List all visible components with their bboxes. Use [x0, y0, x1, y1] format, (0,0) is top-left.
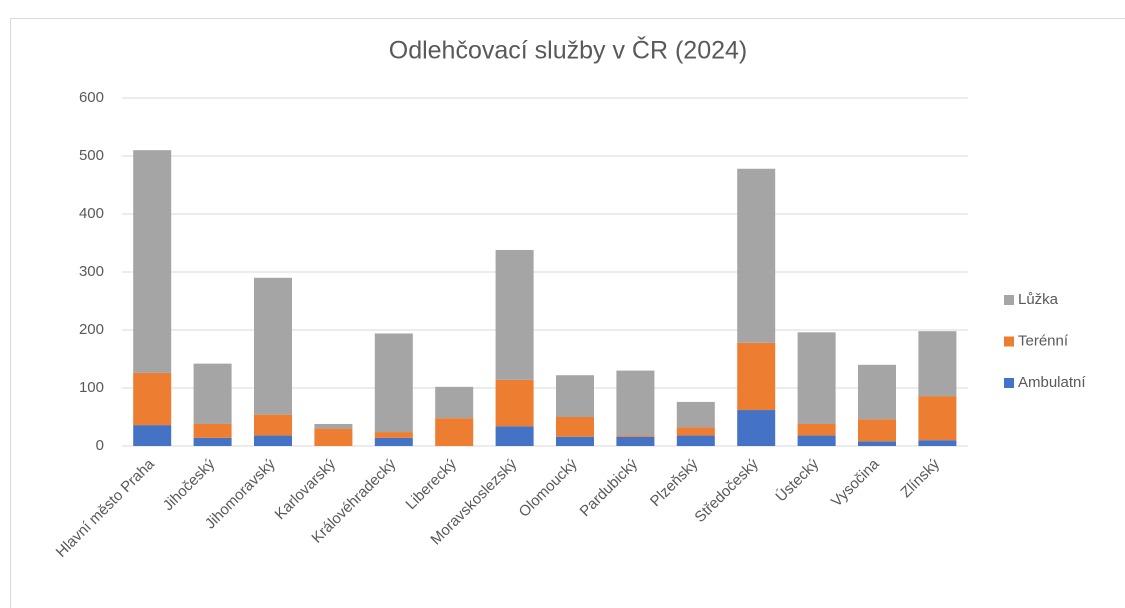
legend-swatch	[1004, 336, 1014, 347]
y-tick-label: 500	[79, 147, 104, 164]
bar-segment	[495, 249, 534, 380]
legend-swatch	[1004, 295, 1014, 305]
bar-segment	[858, 364, 896, 420]
bar-segment	[918, 396, 957, 441]
bar-segment	[858, 441, 896, 446]
chart-title: Odlehčovací služby v ČR (2024)	[389, 36, 747, 65]
bar-segment	[737, 410, 776, 446]
bar-segment	[374, 432, 413, 438]
bar-segment	[737, 342, 776, 411]
bar-segment	[254, 277, 292, 415]
bar-segment	[858, 419, 896, 442]
bar-segment	[556, 436, 594, 446]
bar-segment	[797, 332, 836, 424]
bar-segment	[254, 414, 292, 436]
bar-segment	[676, 435, 715, 446]
bar-segment	[193, 423, 232, 438]
bar-segment	[133, 425, 172, 446]
y-tick-label: 0	[96, 437, 104, 454]
y-tick-label: 600	[79, 89, 104, 106]
bar-segment	[495, 379, 534, 427]
legend-label: Lůžka	[1018, 291, 1059, 308]
bar-segment	[374, 437, 413, 446]
bar-segment	[797, 435, 836, 446]
bar-segment	[918, 331, 957, 397]
bar-segment	[193, 363, 232, 424]
bar-segment	[133, 150, 172, 373]
bar-segment	[495, 426, 534, 446]
bar-segment	[616, 436, 655, 446]
bar-segment	[435, 386, 474, 419]
bar-segment	[797, 423, 836, 436]
bar-segment	[616, 370, 655, 436]
legend-swatch	[1004, 378, 1014, 388]
y-tick-label: 400	[79, 205, 104, 222]
y-tick-label: 300	[79, 263, 104, 280]
y-tick-label: 100	[79, 379, 104, 396]
bar-segment	[193, 437, 232, 446]
bar-segment	[676, 401, 715, 428]
bar-segment	[314, 423, 353, 429]
legend-label: Terénní	[1018, 332, 1069, 349]
bar-segment	[374, 333, 413, 433]
bar-segment	[314, 428, 353, 446]
bar-segment	[254, 435, 292, 446]
bar-segment	[616, 435, 655, 437]
chart-frame	[10, 18, 1125, 608]
bar-segment	[737, 168, 776, 343]
bar-segment	[676, 427, 715, 436]
legend-label: Ambulatní	[1018, 374, 1086, 391]
bar-segment	[918, 440, 957, 446]
bar-segment	[556, 417, 594, 437]
bar-segment	[556, 375, 594, 417]
bar-segment	[435, 418, 474, 446]
bar-segment	[133, 372, 172, 426]
y-tick-label: 200	[79, 321, 104, 338]
